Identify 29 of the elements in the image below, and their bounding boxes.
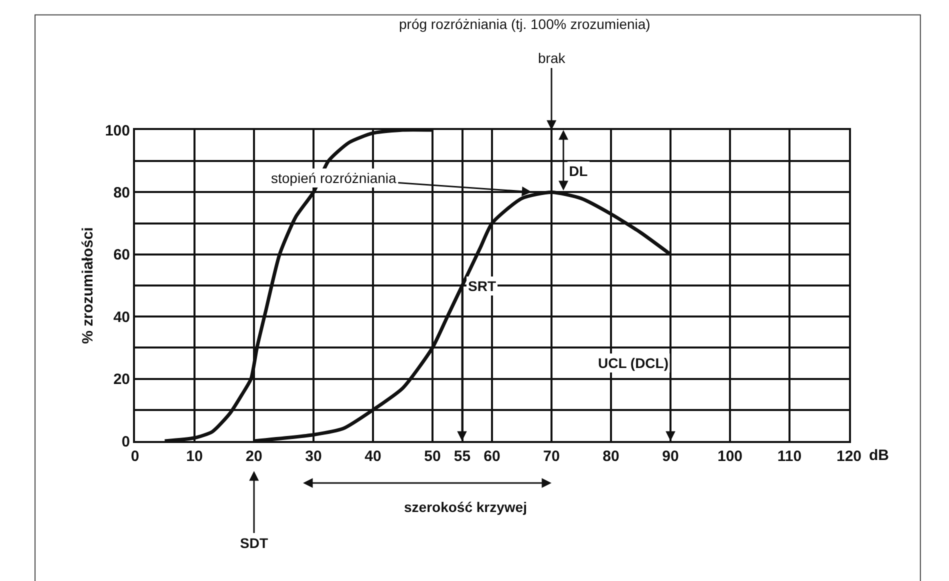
text: SDT (240, 535, 268, 551)
y-tick-label: 80 (113, 184, 130, 202)
x-tick-label: 120 (836, 448, 862, 465)
y-axis-title: % zrozumiałości (80, 227, 97, 344)
x-tick-label: 110 (777, 448, 802, 465)
x-tick-label: 30 (305, 448, 322, 465)
y-tick-label: 60 (113, 246, 130, 264)
x-tick-label: 90 (662, 448, 679, 465)
x-tick-label: 40 (364, 448, 382, 465)
y-tick-label: 20 (113, 371, 130, 388)
x-tick-label: 100 (717, 448, 743, 465)
x-tick-label: 20 (246, 448, 262, 465)
y-tick-label: 100 (104, 122, 130, 140)
y-tick-label: 40 (113, 308, 130, 326)
annotation: stopień rozróżniania (271, 170, 397, 186)
x-tick-label: 50 (424, 448, 441, 465)
x-tick-label: 55 (454, 448, 471, 465)
x-tick-label: 10 (186, 448, 203, 465)
annotation: DL (569, 163, 588, 179)
text: szerokość krzywej (404, 499, 527, 515)
text: próg rozróżniania (tj. 100% zrozumienia) (399, 16, 650, 32)
text: brak (538, 50, 566, 66)
x-tick-label: 70 (543, 448, 560, 465)
x-tick-label: 80 (602, 448, 620, 465)
x-tick-label: 60 (484, 448, 500, 465)
annotation: UCL (DCL) (598, 355, 669, 371)
y-tick-label: 0 (122, 433, 130, 450)
annotation: SRT (468, 278, 496, 294)
x-axis-title: dB (869, 447, 890, 464)
